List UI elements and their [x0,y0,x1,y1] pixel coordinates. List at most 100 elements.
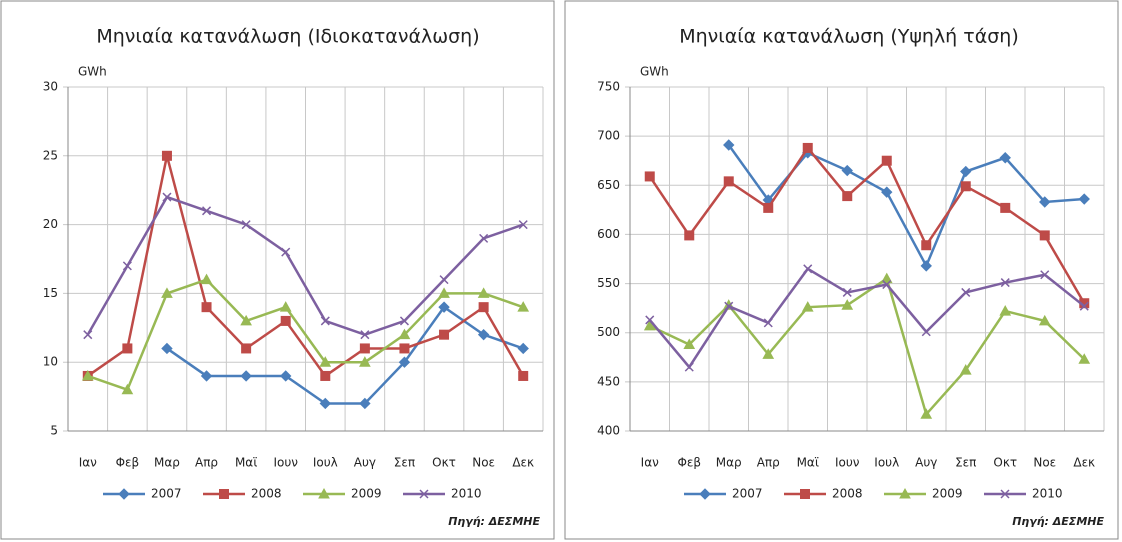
marker [899,487,911,499]
marker [684,362,694,372]
marker [240,370,252,382]
marker [1079,301,1089,311]
marker [881,186,893,198]
marker [723,176,734,187]
x-tick-label: Σεπ [394,456,415,470]
y-axis-label: GWh [78,65,107,79]
marker [279,301,292,312]
marker [841,164,853,177]
x-tick-label: Φεβ [677,456,701,470]
y-axis-label: GWh [640,65,669,79]
marker [219,489,229,499]
legend-label: 2007 [151,487,182,501]
marker [517,301,530,312]
x-tick-label: Νοε [472,456,495,470]
marker [121,383,134,395]
marker [723,139,735,151]
marker [399,316,409,326]
x-tick-label: Μαρ [716,456,742,470]
chart-title: Μηνιαία κατανάλωση (Υψηλή τάση) [679,26,1018,48]
y-tick-label: 15 [43,286,58,300]
chart-border [564,0,1119,540]
marker [320,370,331,381]
marker [360,330,370,340]
marker [438,301,450,313]
marker [683,338,696,350]
source-note: Πηγή: ΔΕΣΜΗΕ [1012,515,1104,528]
y-tick-label: 30 [43,80,58,94]
marker [960,165,972,178]
marker [479,233,489,243]
y-tick-label: 500 [597,325,620,339]
marker [999,152,1011,164]
series-line [87,278,524,392]
marker [398,328,411,340]
x-tick-label: Μαϊ [797,456,819,470]
x-tick-label: Σεπ [955,456,976,470]
chart-title: Μηνιαία κατανάλωση (Ιδιοκατανάλωση) [96,26,479,48]
marker [419,489,429,499]
x-tick-label: Οκτ [432,456,456,470]
marker [202,206,212,216]
marker [241,220,251,230]
y-tick-label: 450 [597,374,620,388]
marker [1078,353,1091,364]
legend-label: 2007 [732,487,763,501]
marker [517,342,529,355]
series-line [86,195,524,337]
source-note: Πηγή: ΔΕΣΜΗΕ [448,515,540,528]
marker [122,261,132,271]
x-tick-label: Δεκ [512,456,534,470]
legend-label: 2009 [932,487,963,501]
marker [699,488,711,500]
marker [161,150,172,161]
legend-label: 2009 [351,487,382,501]
chart-border [0,0,555,540]
marker [241,343,252,354]
marker [319,356,332,367]
marker [763,318,773,328]
marker [1000,202,1011,213]
marker [841,299,854,310]
marker [518,220,528,230]
marker [881,155,892,166]
marker [960,181,971,192]
x-tick-label: Ιουν [835,456,860,470]
marker [200,370,213,382]
marker [240,314,252,326]
chart: Μηνιαία κατανάλωση (Ιδιοκατανάλωση) GWh 5 1… [0,0,555,540]
marker [684,230,695,241]
marker [1040,270,1050,280]
marker [842,287,852,297]
marker [803,264,813,274]
marker [477,287,490,298]
x-tick-label: Μαϊ [235,456,257,470]
marker [518,370,529,381]
marker [439,275,449,285]
marker [920,260,932,272]
marker [201,302,212,313]
series-line [648,145,1086,304]
marker [882,280,892,290]
x-tick-label: Αυγ [354,456,376,470]
marker [762,348,775,359]
x-tick-label: Απρ [195,456,218,470]
marker [319,397,331,410]
series-line [87,155,525,378]
legend-label: 2008 [832,487,863,501]
x-tick-label: Οκτ [993,456,1017,470]
legend-label: 2010 [1032,487,1063,501]
marker [921,327,931,337]
x-tick-label: Ιουλ [313,456,338,470]
marker [478,302,489,313]
marker [161,287,173,298]
x-tick-label: Δεκ [1073,456,1095,470]
marker [161,342,173,355]
marker [318,487,330,499]
x-tick-label: Φεβ [116,456,140,470]
marker [280,370,292,382]
y-tick-label: 400 [597,424,620,438]
x-tick-label: Νοε [1033,456,1056,470]
marker [399,343,410,354]
